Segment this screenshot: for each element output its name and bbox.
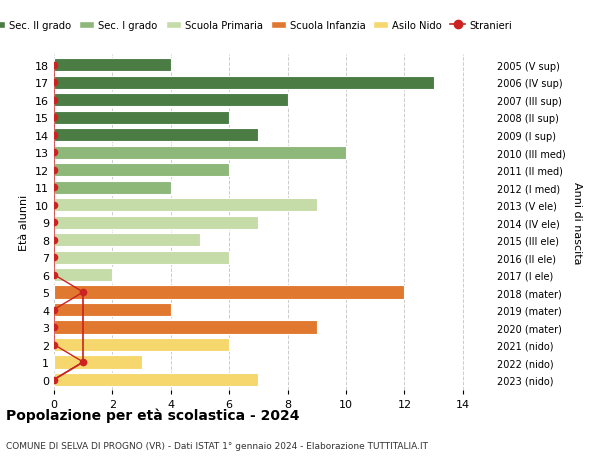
Bar (54, 112, 229, 124)
Bar (54, 59, 171, 72)
Bar (54, 286, 404, 299)
Bar (54, 269, 112, 281)
Bar (54, 216, 259, 229)
Bar (54, 146, 346, 159)
Bar (54, 181, 171, 194)
Bar (54, 338, 229, 351)
Bar (54, 77, 434, 90)
Bar (54, 164, 229, 177)
Y-axis label: Anni di nascita: Anni di nascita (572, 181, 582, 264)
Bar (54, 199, 317, 212)
Bar (54, 356, 142, 369)
Bar (54, 303, 171, 316)
Bar (54, 321, 317, 334)
Bar (54, 251, 229, 264)
Y-axis label: Età alunni: Età alunni (19, 195, 29, 251)
Legend: Sec. II grado, Sec. I grado, Scuola Primaria, Scuola Infanzia, Asilo Nido, Stran: Sec. II grado, Sec. I grado, Scuola Prim… (0, 17, 516, 34)
Text: Popolazione per età scolastica - 2024: Popolazione per età scolastica - 2024 (6, 408, 299, 422)
Bar (54, 234, 200, 246)
Bar (54, 373, 259, 386)
Bar (54, 94, 287, 107)
Bar (54, 129, 259, 142)
Text: COMUNE DI SELVA DI PROGNO (VR) - Dati ISTAT 1° gennaio 2024 - Elaborazione TUTTI: COMUNE DI SELVA DI PROGNO (VR) - Dati IS… (6, 441, 428, 450)
